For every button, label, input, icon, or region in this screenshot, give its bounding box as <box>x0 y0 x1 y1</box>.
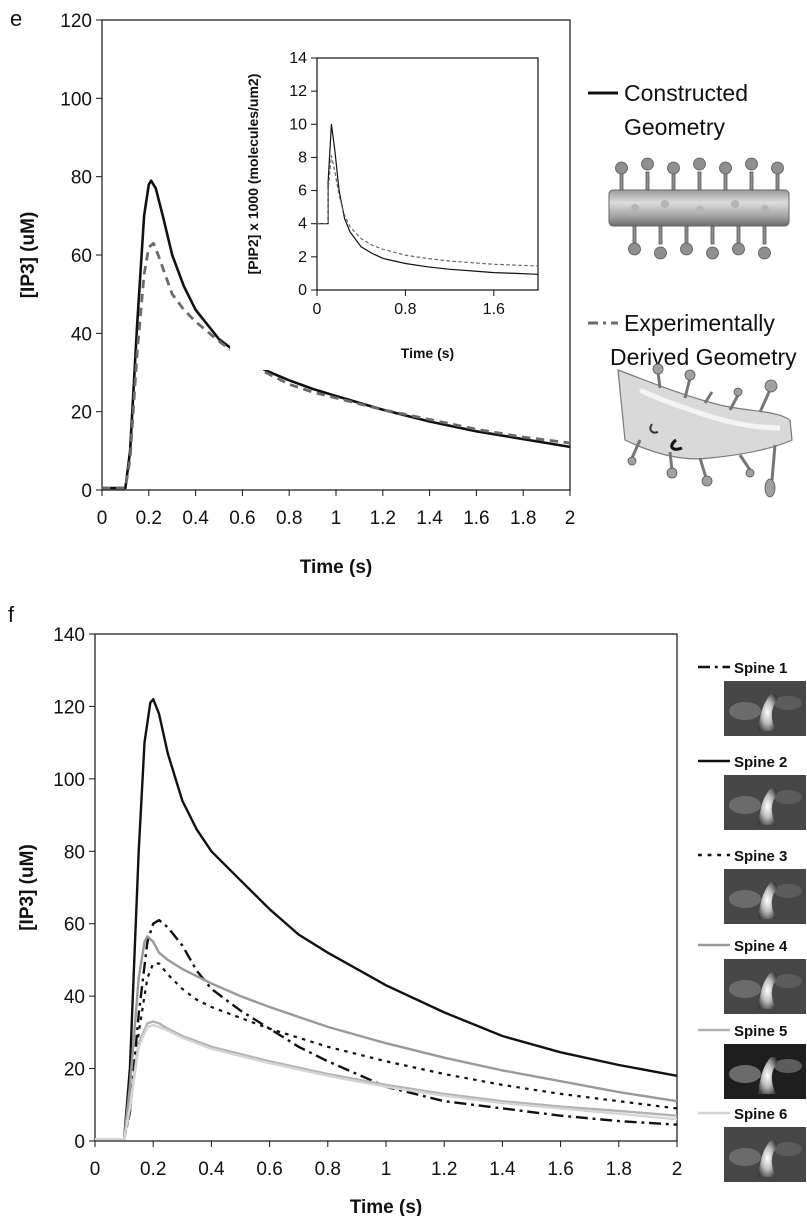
chart-e-x-axis-title: Time (s) <box>300 557 373 578</box>
chart-e-x-tick-label: 0.6 <box>229 508 255 529</box>
legend-label-spine-6: Spine 6 <box>734 1106 787 1123</box>
pip2-inset-chart: 0 2 4 6 8 10 12 14 0 0.8 1.6 Time (s) [PIP2] x 1000 … <box>230 40 560 370</box>
chart-f-y-tick-label: 80 <box>64 842 85 863</box>
chart-f-series-1-line <box>95 918 678 1141</box>
chart-e-x-tick-label: 1.4 <box>416 508 443 529</box>
chart-inset-y-tick-label: 8 <box>298 149 307 166</box>
legend-label-constructed-2: Geometry <box>624 114 725 140</box>
chart-e-x-tick-label: 1.8 <box>510 508 536 529</box>
chart-f-x-tick-label: 0.2 <box>140 1159 166 1180</box>
chart-f-x-axis-title: Time (s) <box>350 1197 423 1216</box>
chart-f-y-tick-label: 140 <box>53 625 85 646</box>
chart-e-x-tick-label: 0.2 <box>136 508 162 529</box>
chart-e-x-tick-label: 1 <box>331 508 342 529</box>
legend-label-derived-2: Derived Geometry <box>610 344 797 370</box>
chart-f-x-tick-label: 1.2 <box>431 1159 457 1180</box>
chart-e-series-2-line <box>102 241 571 490</box>
chart-f-series-3-line <box>95 962 678 1141</box>
chart-f-series-2-line <box>95 698 678 1141</box>
panel-label-f: f <box>8 602 15 627</box>
chart-f-series-5-line <box>95 1020 678 1141</box>
chart-inset-y-tick-label: 0 <box>298 282 307 299</box>
constructed-geometry-icon <box>608 157 790 260</box>
chart-e-y-tick-label: 0 <box>81 481 92 502</box>
chart-f-x-tick-label: 0.6 <box>256 1159 282 1180</box>
chart-inset-x-axis-title: Time (s) <box>401 345 454 361</box>
chart-f-x-tick-label: 0 <box>90 1159 101 1180</box>
chart-f-y-tick-label: 100 <box>53 770 85 791</box>
chart-inset-plot-frame <box>316 57 539 291</box>
chart-e-y-axis-title: [IP3] (uM) <box>18 212 39 299</box>
chart-e-x-tick-label: 1.2 <box>370 508 396 529</box>
legend-label-spine-4: Spine 4 <box>734 938 788 955</box>
chart-f-x-tick-label: 2 <box>672 1159 683 1180</box>
chart-f-y-tick-label: 60 <box>64 915 85 936</box>
legend-label-spine-2: Spine 2 <box>734 754 787 771</box>
chart-e-x-tick-label: 0.8 <box>276 508 302 529</box>
chart-inset-y-tick-label: 6 <box>298 183 307 200</box>
chart-inset-y-tick-label: 14 <box>289 50 307 67</box>
chart-e-x-tick-label: 0.4 <box>182 508 209 529</box>
legend-label-spine-1: Spine 1 <box>734 660 787 677</box>
chart-e-x-tick-label: 0 <box>97 508 108 529</box>
legend-f: Spine 1 Spine 2 Spine 3 Spine 4 Spine 5 Spine… <box>698 660 806 1182</box>
chart-f-x-tick-label: 1.4 <box>489 1159 516 1180</box>
inset-background <box>230 40 560 370</box>
spine-6-image-icon <box>724 1127 806 1182</box>
chart-inset-y-tick-label: 4 <box>298 216 307 233</box>
chart-f-y-tick-label: 40 <box>64 987 85 1008</box>
chart-f-y-axis-title: [IP3] (uM) <box>17 844 38 931</box>
panel-label-e: e <box>10 6 22 31</box>
chart-f-series-6-line <box>95 1023 678 1141</box>
chart-inset-x-tick-label: 0.8 <box>394 301 416 318</box>
chart-e-x-tick-label: 1.6 <box>463 508 489 529</box>
chart-f-series-4-line <box>95 935 678 1141</box>
chart-e-y-tick-label: 60 <box>71 246 92 267</box>
chart-e-y-tick-label: 100 <box>60 89 92 110</box>
legend-label-spine-3: Spine 3 <box>734 848 787 865</box>
chart-inset-y-tick-label: 12 <box>289 83 307 100</box>
chart-f-plot-frame <box>94 633 678 1142</box>
derived-geometry-icon <box>617 363 793 498</box>
chart-f-x-tick-label: 0.8 <box>315 1159 341 1180</box>
spine-4-image-icon <box>724 959 806 1014</box>
chart-inset-x-tick-label: 0 <box>313 301 322 318</box>
legend-label-spine-5: Spine 5 <box>734 1023 787 1040</box>
chart-f-y-tick-label: 0 <box>74 1132 85 1153</box>
chart-e-y-tick-label: 40 <box>71 324 92 345</box>
chart-e-y-tick-label: 20 <box>71 403 92 424</box>
chart-inset-y-tick-label: 10 <box>289 116 307 133</box>
legend-label-derived-1: Experimentally <box>624 310 775 336</box>
chart-f-y-tick-label: 20 <box>64 1060 85 1081</box>
ip3-spines-chart-f: 0 20 40 60 80 100 120 140 0 0.2 0.4 0.6 0.8 1 1.2 1.4 1.… <box>17 625 682 1216</box>
spine-2-image-icon <box>724 775 806 830</box>
spine-1-image-icon <box>724 681 806 736</box>
chart-inset-y-axis-title: [PIP2] x 1000 (molecules/um2) <box>245 74 261 275</box>
spine-3-image-icon <box>724 869 806 924</box>
legend-e: Constructed Geometry Experimentally Deri… <box>588 80 797 370</box>
chart-inset-series-2-line <box>317 155 539 267</box>
chart-f-x-tick-label: 1.8 <box>606 1159 632 1180</box>
legend-label-constructed-1: Constructed <box>624 80 748 106</box>
chart-f-y-tick-label: 120 <box>53 697 85 718</box>
chart-inset-y-tick-label: 2 <box>298 249 307 266</box>
chart-f-x-tick-label: 1 <box>381 1159 392 1180</box>
chart-inset-x-tick-label: 1.6 <box>483 301 505 318</box>
chart-inset-series-1-line <box>317 123 539 275</box>
chart-e-x-tick-label: 2 <box>565 508 576 529</box>
chart-e-y-tick-label: 120 <box>60 11 92 32</box>
chart-e-y-tick-label: 80 <box>71 168 92 189</box>
spine-5-image-icon <box>724 1044 806 1099</box>
chart-f-x-tick-label: 0.4 <box>198 1159 225 1180</box>
chart-f-x-tick-label: 1.6 <box>547 1159 573 1180</box>
